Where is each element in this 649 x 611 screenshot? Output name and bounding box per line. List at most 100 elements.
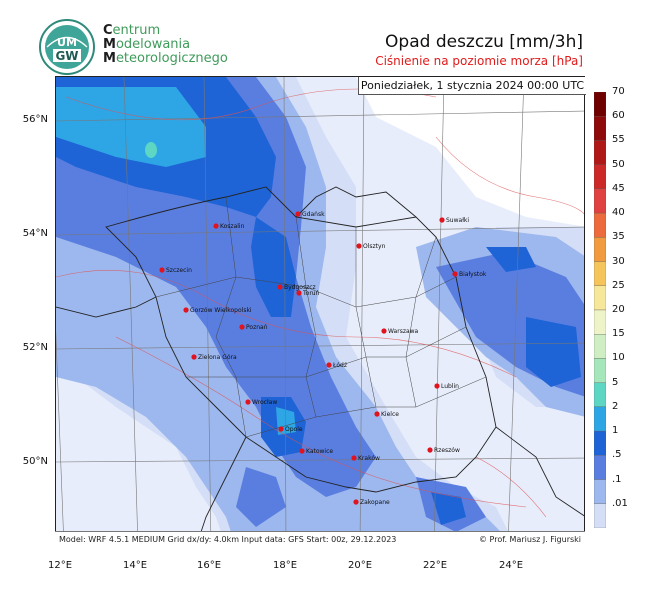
scale-swatch [594, 92, 606, 117]
city-label: Koszalin [220, 223, 245, 230]
scale-label: 15 [612, 328, 625, 340]
scale-swatch [594, 164, 606, 190]
lat-label-54: 54°N [22, 228, 48, 239]
scale-label: 35 [612, 231, 625, 243]
org-rest-1: entrum [112, 23, 161, 38]
city-dot [439, 217, 445, 223]
city-label: Łódź [332, 362, 347, 369]
org-rest-2: odelowania [115, 37, 191, 52]
precip-2 [56, 87, 296, 435]
lat-label-50: 50°N [22, 456, 48, 467]
color-scale [594, 92, 606, 528]
scale-swatch [594, 309, 606, 335]
org-initial-1: C [103, 23, 113, 38]
city-dot [299, 448, 305, 454]
scale-label: 10 [612, 352, 625, 364]
organization-name: Centrum Modelowania Meteorologicznego [103, 24, 228, 66]
scale-swatch [594, 212, 606, 238]
map-subtitle: Ciśnienie na poziomie morza [hPa] [375, 54, 583, 68]
city-label: Warszawa [388, 328, 419, 335]
lon-label-18: 18°E [272, 560, 298, 571]
city-label: Suwałki [446, 217, 469, 224]
city-dot [277, 284, 283, 290]
model-info: Model: WRF 4.5.1 MEDIUM Grid dx/dy: 4.0k… [59, 535, 397, 544]
precipitation-map: Gdańsk Koszalin Suwałki Olsztyn Szczecin Biał… [55, 76, 585, 546]
lon-label-22: 22°E [422, 560, 448, 571]
org-initial-3: M [103, 51, 116, 66]
scale-label: 50 [612, 158, 625, 170]
scale-swatch [594, 140, 606, 165]
lon-label-14: 14°E [122, 560, 148, 571]
scale-label: 45 [612, 182, 625, 194]
scale-swatch [594, 455, 606, 480]
imgw-logo: UM GW [39, 19, 95, 75]
city-dot [245, 399, 251, 405]
scale-swatch [594, 334, 606, 359]
city-dot [356, 243, 362, 249]
scale-label: .1 [612, 473, 622, 485]
scale-swatch [594, 261, 606, 286]
scale-swatch [594, 285, 606, 311]
graticule [56, 77, 584, 545]
scale-label: .01 [612, 497, 628, 509]
city-label: Białystok [459, 271, 487, 278]
scale-label: 20 [612, 304, 625, 315]
scale-swatch [594, 188, 606, 214]
city-dot [434, 383, 440, 389]
city-label: Gorzów Wielkopolski [190, 307, 252, 314]
city-dot [427, 447, 433, 453]
scale-swatch [594, 382, 606, 408]
scale-swatch [594, 358, 606, 383]
city-dot [295, 211, 301, 217]
city-label: Poznań [246, 324, 268, 331]
city-dot [381, 328, 387, 334]
scale-label: 60 [612, 110, 625, 122]
scale-swatch [594, 479, 606, 504]
city-label: Bydgoszcz [284, 284, 316, 291]
city-markers: Gdańsk Koszalin Suwałki Olsztyn Szczecin Biał… [159, 211, 487, 506]
scale-swatch [594, 430, 606, 456]
city-label: Kielce [381, 411, 399, 418]
map-title: Opad deszczu [mm/3h] [385, 32, 583, 52]
precip-5 [145, 142, 157, 158]
logo-text-bottom: GW [55, 49, 78, 63]
scale-label: 25 [612, 279, 625, 291]
scale-swatch [594, 116, 606, 141]
city-label: Wrocław [252, 399, 277, 406]
lon-label-16: 16°E [196, 560, 222, 571]
scale-label: 55 [612, 134, 625, 146]
city-label: Toruń [302, 290, 320, 297]
voivodeship-borders [155, 196, 487, 438]
city-label: Zakopane [360, 499, 390, 506]
scale-swatch [594, 406, 606, 432]
city-dot [326, 362, 332, 368]
city-dot [213, 223, 219, 229]
city-label: Katowice [306, 448, 333, 455]
city-dot [351, 455, 357, 461]
city-label: Opole [285, 426, 303, 433]
model-footer: Model: WRF 4.5.1 MEDIUM Grid dx/dy: 4.0k… [55, 531, 585, 546]
city-label: Lublin [441, 383, 459, 390]
city-label: Zielona Góra [198, 354, 237, 361]
city-dot [452, 271, 458, 277]
city-label: Olsztyn [363, 243, 386, 250]
city-label: Szczecin [166, 267, 192, 274]
lon-label-12: 12°E [47, 560, 73, 571]
city-dot [278, 426, 284, 432]
city-dot [239, 324, 245, 330]
scale-label: 40 [612, 207, 625, 219]
lon-label-24: 24°E [498, 560, 524, 571]
scale-label: 30 [612, 255, 625, 267]
author-credit: © Prof. Mariusz J. Figurski [479, 535, 581, 544]
city-dot [183, 307, 189, 313]
scale-label: 1 [612, 425, 619, 437]
lat-label-52: 52°N [22, 342, 48, 353]
logo-text-top: UM [57, 36, 77, 49]
scale-swatch [594, 237, 606, 262]
city-dot [191, 354, 197, 360]
scale-label: .5 [612, 449, 622, 461]
city-label: Gdańsk [302, 211, 325, 218]
scale-label: 70 [612, 86, 625, 97]
lat-label-56: 56°N [22, 114, 48, 125]
scale-label: 5 [612, 376, 619, 388]
